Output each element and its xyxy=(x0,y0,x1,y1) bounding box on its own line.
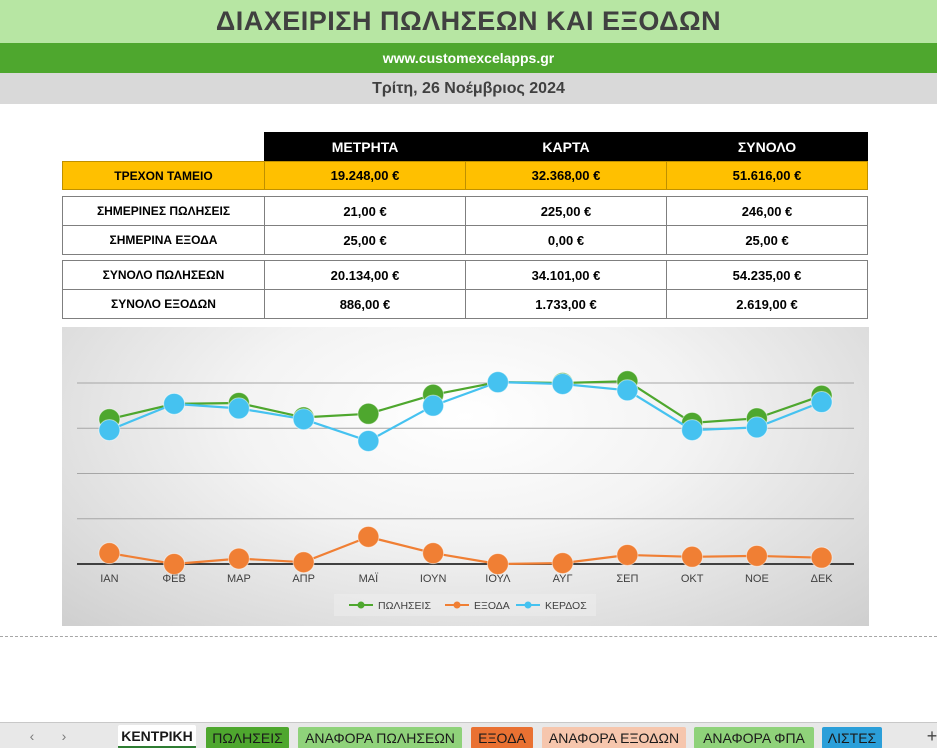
x-tick-label: ΑΠΡ xyxy=(292,573,315,585)
row-label-today-sales: ΣΗΜΕΡΙΝΕΣ ΠΩΛΗΣΕΙΣ xyxy=(62,196,265,226)
legend-label: ΠΩΛΗΣΕΙΣ xyxy=(378,600,431,612)
tab-listes[interactable]: ΛΙΣΤΕΣ xyxy=(822,727,882,748)
data-point xyxy=(810,546,833,569)
total-sales-cash: 20.134,00 € xyxy=(264,260,466,290)
data-point xyxy=(163,553,186,575)
total-expenses-card: 1.733,00 € xyxy=(465,289,667,319)
tab-anafora-exodon[interactable]: ΑΝΑΦΟΡΑ ΕΞΟΔΩΝ xyxy=(542,727,686,748)
data-point xyxy=(745,416,768,439)
current-register-total: 51.616,00 € xyxy=(666,161,868,190)
data-point xyxy=(357,525,380,548)
series-line-2 xyxy=(108,380,823,443)
scroll-tabs-left-icon[interactable]: ‹ xyxy=(29,728,35,744)
x-tick-label: ΝΟΕ xyxy=(745,573,769,585)
total-sales-card: 34.101,00 € xyxy=(465,260,667,290)
tab-anafora-fpa[interactable]: ΑΝΑΦΟΡΑ ΦΠΑ xyxy=(694,727,814,748)
x-tick-label: ΙΑΝ xyxy=(100,573,118,585)
data-point xyxy=(681,545,704,568)
data-point xyxy=(616,543,639,566)
scroll-tabs-right-icon[interactable]: › xyxy=(61,728,67,744)
legend-marker xyxy=(357,601,365,609)
x-tick-label: ΣΕΠ xyxy=(616,573,638,585)
row-label-today-expenses: ΣΗΜΕΡΙΝΑ ΕΞΟΔΑ xyxy=(62,225,265,255)
today-sales-total: 246,00 € xyxy=(666,196,868,226)
total-expenses-total: 2.619,00 € xyxy=(666,289,868,319)
chart-canvas: ΙΑΝ ΦΕΒ ΜΑΡ ΑΠΡ ΜΑΪ ΙΟΥΝ ΙΟΥΛ ΑΥΓ ΣΕΠ ΟΚΤ ΝΟΕ ΔΕΚ ΠΩ… xyxy=(77,370,854,616)
today-expenses-cash: 25,00 € xyxy=(264,225,466,255)
data-point xyxy=(745,544,768,567)
current-date: Τρίτη, 26 Νοέμβριος 2024 xyxy=(0,73,937,104)
data-point xyxy=(486,553,509,575)
data-point xyxy=(292,408,315,431)
data-point xyxy=(357,429,380,452)
row-label-total-expenses: ΣΥΝΟΛΟ ΕΞΟΔΩΝ xyxy=(62,289,265,319)
data-point xyxy=(486,371,509,394)
today-sales-cash: 21,00 € xyxy=(264,196,466,226)
data-point xyxy=(681,419,704,442)
x-tick-label: ΟΚΤ xyxy=(681,573,704,585)
row-label-total-sales: ΣΥΝΟΛΟ ΠΩΛΗΣΕΩΝ xyxy=(62,260,265,290)
row-label-current-register: ΤΡΕΧΟΝ ΤΑΜΕΙΟ xyxy=(62,161,265,190)
legend-label: ΚΕΡΔΟΣ xyxy=(545,600,587,612)
data-point xyxy=(551,552,574,575)
data-point xyxy=(357,402,380,425)
series-line-1 xyxy=(109,535,822,566)
today-expenses-card: 0,00 € xyxy=(465,225,667,255)
legend-label: ΕΞΟΔΑ xyxy=(474,600,510,612)
column-header-total: ΣΥΝΟΛΟ xyxy=(666,132,868,161)
today-expenses-total: 25,00 € xyxy=(666,225,868,255)
data-point xyxy=(227,547,250,570)
sheet-tab-bar: ‹ › ΚΕΝΤΡΙΚΗ ΠΩΛΗΣΕΙΣ ΑΝΑΦΟΡΑ ΠΩΛΗΣΕΩΝ Ε… xyxy=(0,722,937,748)
current-register-cash: 19.248,00 € xyxy=(264,161,466,190)
data-point xyxy=(551,372,574,395)
column-header-card: ΚΑΡΤΑ xyxy=(465,132,667,161)
page-title: ΔΙΑΧΕΙΡΙΣΗ ΠΩΛΗΣΕΩΝ ΚΑΙ ΕΞΟΔΩΝ xyxy=(0,0,937,43)
data-point xyxy=(292,551,315,574)
website-url[interactable]: www.customexcelapps.gr xyxy=(0,43,937,73)
legend-marker xyxy=(453,601,461,609)
data-point xyxy=(616,379,639,402)
series-line-0 xyxy=(109,380,822,425)
data-point xyxy=(422,542,445,565)
total-expenses-cash: 886,00 € xyxy=(264,289,466,319)
x-tick-label: ΙΟΥΝ xyxy=(420,573,447,585)
current-register-card: 32.368,00 € xyxy=(465,161,667,190)
x-tick-label: ΜΑΡ xyxy=(227,573,251,585)
tab-poliseis[interactable]: ΠΩΛΗΣΕΙΣ xyxy=(206,727,289,748)
x-tick-label: ΜΑΪ xyxy=(359,573,380,585)
page-break-line xyxy=(0,636,937,637)
data-point xyxy=(98,542,121,565)
tab-exoda[interactable]: ΕΞΟΔΑ xyxy=(471,727,533,748)
legend-marker xyxy=(524,601,532,609)
tab-anafora-poliseon[interactable]: ΑΝΑΦΟΡΑ ΠΩΛΗΣΕΩΝ xyxy=(298,727,462,748)
tab-kentriki[interactable]: ΚΕΝΤΡΙΚΗ xyxy=(118,725,196,748)
data-point xyxy=(422,394,445,417)
x-tick-label: ΔΕΚ xyxy=(811,573,834,585)
add-sheet-icon[interactable]: + xyxy=(926,726,937,746)
monthly-line-chart[interactable]: ΙΑΝ ΦΕΒ ΜΑΡ ΑΠΡ ΜΑΪ ΙΟΥΝ ΙΟΥΛ ΑΥΓ ΣΕΠ ΟΚΤ ΝΟΕ ΔΕΚ ΠΩ… xyxy=(62,327,869,626)
x-tick-label: ΑΥΓ xyxy=(553,573,573,585)
data-point xyxy=(98,419,121,442)
data-point xyxy=(163,392,186,415)
x-tick-label: ΙΟΥΛ xyxy=(485,573,511,585)
today-sales-card: 225,00 € xyxy=(465,196,667,226)
total-sales-total: 54.235,00 € xyxy=(666,260,868,290)
data-point xyxy=(810,391,833,414)
data-point xyxy=(227,397,250,420)
column-header-cash: ΜΕΤΡΗΤΑ xyxy=(264,132,466,161)
x-tick-label: ΦΕΒ xyxy=(162,573,185,585)
